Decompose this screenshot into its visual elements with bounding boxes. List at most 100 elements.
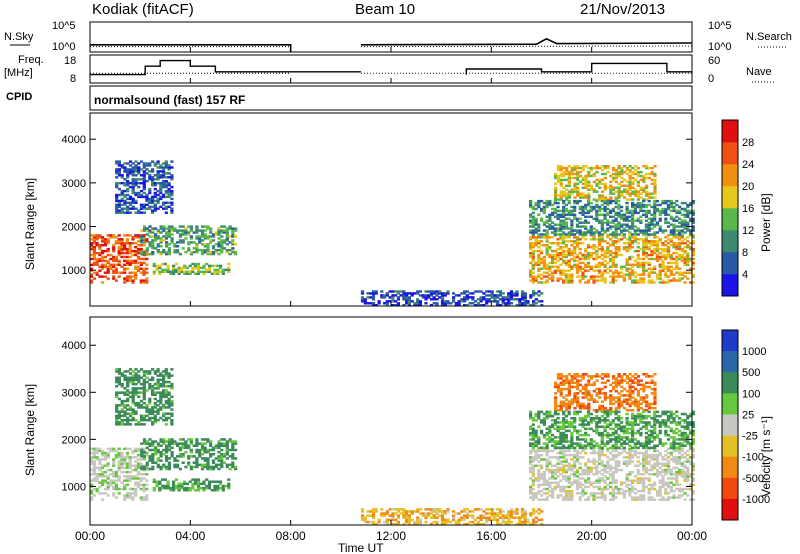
power-cell [148,235,152,238]
velocity-cell [479,518,483,522]
power-cell [432,302,436,305]
power-cell [573,251,577,255]
power-cell [614,275,618,278]
velocity-cell [570,468,574,472]
power-cell [532,292,536,295]
velocity-cell [148,410,152,413]
power-cell [678,233,682,236]
velocity-cell [457,518,461,522]
power-cell [95,251,99,255]
power-cell [609,253,613,257]
power-cell [584,182,588,185]
power-cell [537,249,541,253]
velocity-cell [666,466,671,470]
power-cell [586,231,591,234]
velocity-cell [222,461,227,464]
power-cell [581,275,585,278]
power-cell [145,195,149,199]
power-cell [636,253,640,257]
power-cell [360,300,365,303]
power-cell [531,265,535,268]
power-cell [600,253,604,257]
velocity-cell [115,376,119,379]
velocity-cell [443,522,447,526]
power-cell [595,170,599,174]
power-cell [427,294,431,297]
power-cell [137,162,141,165]
power-cell [642,265,646,268]
velocity-cell [509,508,514,511]
power-cell [126,187,130,191]
power-cell [424,290,428,293]
power-cell [556,247,560,251]
power-cell [653,249,657,253]
velocity-cell [609,468,613,472]
power-cell [211,233,216,236]
power-cell [134,178,138,181]
velocity-cell [564,475,568,478]
velocity-cell [611,487,615,491]
power-cell [573,205,577,209]
velocity-cell [178,446,182,450]
velocity-cell [165,446,169,450]
velocity-cell [553,468,557,472]
power-cell [611,277,615,280]
velocity-cell [106,485,110,489]
velocity-cell [655,468,660,472]
velocity-cell [217,455,221,458]
power-cell [691,240,695,243]
power-cell [220,241,224,244]
power-cell [620,192,624,195]
power-cell [156,229,160,232]
velocity-cell [666,492,671,495]
power-cell [139,203,144,206]
velocity-cell [664,489,668,493]
velocity-cell [126,412,130,415]
power-cell [200,235,205,238]
power-cell [661,211,665,215]
power-cell [101,236,105,239]
power-cell [167,247,171,250]
power-cell [485,294,489,297]
power-cell [529,238,533,241]
power-cell [606,234,610,237]
power-cell [633,240,637,243]
power-cell [600,261,604,265]
power-cell [606,223,610,226]
velocity-cell [559,456,563,459]
power-cell [625,209,629,213]
velocity-cell [151,387,155,390]
velocity-cell [537,485,541,489]
velocity-cell [90,462,94,465]
power-cell [598,180,602,184]
velocity-cell [551,470,555,474]
velocity-cell [600,462,604,465]
velocity-cell [589,451,593,455]
velocity-cell [545,466,549,470]
power-cell [683,257,687,261]
power-cell [655,255,660,259]
power-cell [164,189,168,193]
velocity-cell [631,485,635,489]
power-cell [573,184,577,187]
power-cell [545,238,549,241]
velocity-cell [642,453,646,457]
velocity-cell [200,453,205,456]
velocity-cell [360,510,365,513]
power-cell [148,207,152,210]
velocity-cell [142,397,146,401]
power-cell [507,292,511,295]
power-cell [614,196,618,199]
velocity-cell [142,498,146,501]
velocity-cell [137,404,141,407]
power-cell [548,242,552,245]
power-cell [228,241,232,244]
power-cell [545,281,549,284]
velocity-cell [90,451,94,455]
velocity-cell [101,473,105,476]
power-cell [542,223,546,226]
power-cell [628,178,632,182]
power-cell [542,259,546,263]
power-cell [156,251,160,254]
velocity-cell [405,518,409,522]
